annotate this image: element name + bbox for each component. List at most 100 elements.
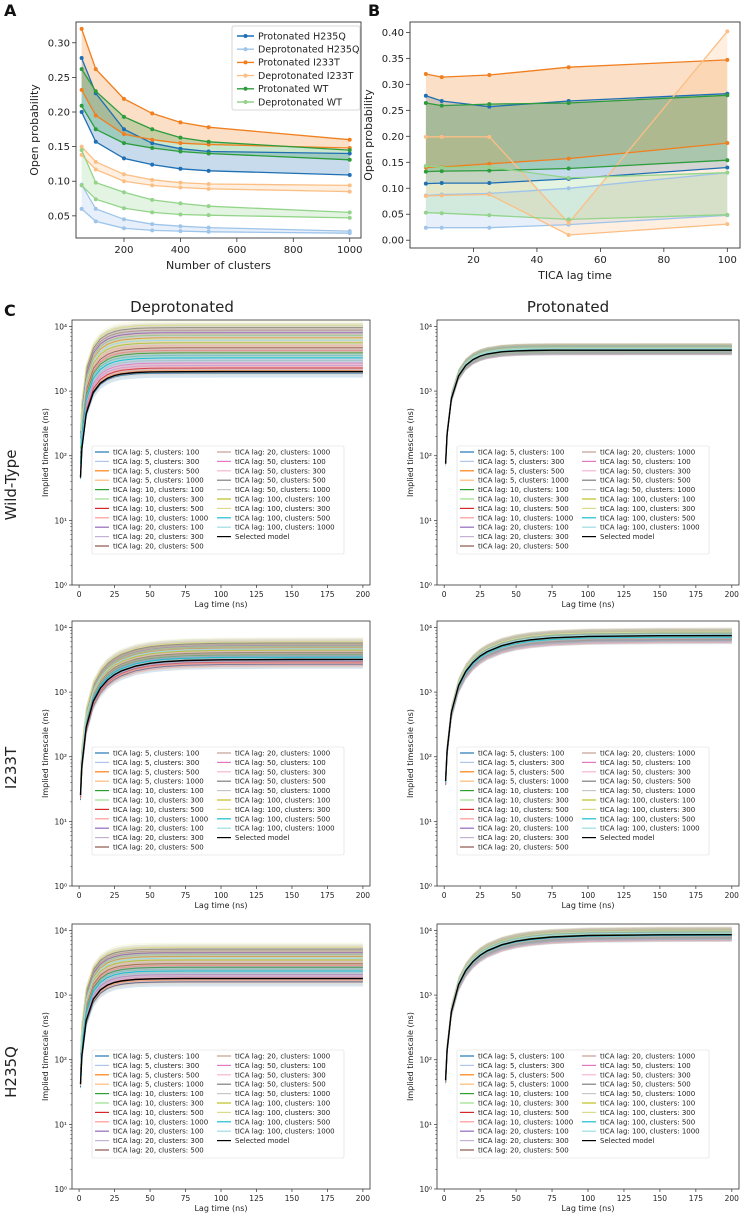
data-point (487, 134, 492, 139)
data-point (206, 142, 211, 147)
legend-item: tICA lag: 10, clusters: 500 (460, 505, 569, 513)
data-point (347, 189, 352, 194)
data-point (423, 71, 428, 76)
data-point (150, 127, 155, 132)
y-tick-label: 0.00 (382, 236, 404, 247)
legend-label: tICA lag: 10, clusters: 300 (478, 496, 569, 504)
legend-item: tICA lag: 5, clusters: 100 (95, 1053, 199, 1061)
model-line (80, 954, 363, 1061)
legend-label: tICA lag: 20, clusters: 500 (113, 543, 204, 551)
model-band (80, 360, 363, 476)
legend-item: tICA lag: 20, clusters: 100 (95, 825, 204, 833)
x-tick-label: 25 (475, 891, 485, 900)
legend-label: Deprotonated WT (258, 97, 342, 108)
legend-item: tICA lag: 100, clusters: 500 (217, 514, 330, 522)
y-tick-label: 10⁰ (54, 581, 67, 590)
data-point (206, 229, 211, 234)
data-point (79, 56, 84, 60)
legend-item: tICA lag: 20, clusters: 300 (95, 1137, 204, 1145)
data-point (725, 222, 730, 227)
y-tick-label: 0.05 (382, 210, 404, 221)
data-point (79, 87, 84, 92)
legend-item: tICA lag: 5, clusters: 1000 (460, 477, 569, 485)
legend-box (91, 1049, 345, 1159)
x-tick-label: 50 (145, 1194, 155, 1203)
model-band (445, 343, 732, 466)
legend-label: tICA lag: 100, clusters: 100 (600, 797, 695, 805)
panel-letter-c: C (4, 301, 16, 320)
band-deprotonated-h235q (425, 172, 728, 228)
legend-item: tICA lag: 20, clusters: 300 (95, 834, 204, 842)
band-deprotonated-i233t (425, 31, 728, 236)
y-tick-label: 10⁴ (54, 623, 67, 632)
legend-label: Selected model (235, 1137, 289, 1145)
legend-item: tICA lag: 100, clusters: 500 (582, 815, 695, 823)
legend-label: tICA lag: 50, clusters: 100 (600, 759, 691, 767)
legend-label: tICA lag: 10, clusters: 1000 (113, 514, 208, 522)
data-point (121, 156, 126, 161)
model-line (80, 946, 363, 1053)
legend-label: tICA lag: 20, clusters: 500 (478, 844, 569, 852)
data-point (178, 146, 183, 151)
data-point (566, 175, 571, 180)
band-protonated-wt (81, 69, 350, 160)
data-point (93, 167, 98, 172)
legend-label: tICA lag: 5, clusters: 500 (478, 467, 564, 475)
legend-item: tICA lag: 5, clusters: 300 (460, 458, 564, 466)
legend-item: tICA lag: 10, clusters: 1000 (460, 514, 573, 522)
model-band (80, 345, 363, 461)
model-line (80, 952, 363, 1059)
x-tick-label: 25 (475, 1194, 485, 1203)
legend-item: tICA lag: 100, clusters: 1000 (582, 825, 700, 833)
x-tick-label: 200 (725, 891, 740, 900)
legend-label: tICA lag: 50, clusters: 500 (235, 477, 326, 485)
legend-label: tICA lag: 100, clusters: 500 (235, 1118, 330, 1126)
model-line (445, 348, 732, 463)
legend-item: tICA lag: 5, clusters: 1000 (460, 1081, 569, 1089)
plot-frame (409, 21, 741, 249)
y-tick-label: 10⁴ (419, 322, 432, 331)
y-tick-label: 10³ (54, 991, 67, 1000)
model-line (445, 347, 732, 462)
x-tick-label: 125 (249, 891, 264, 900)
legend-item: Deprotonated H235Q (237, 45, 359, 56)
legend-item: tICA lag: 5, clusters: 300 (95, 1062, 199, 1070)
x-tick-label: 75 (547, 1194, 557, 1203)
model-line (80, 339, 363, 446)
data-point (347, 210, 352, 215)
data-point (206, 168, 211, 173)
legend-item: Protonated I233T (237, 58, 340, 69)
data-point (79, 110, 84, 114)
x-tick-label: 175 (689, 1194, 704, 1203)
legend-label: tICA lag: 10, clusters: 300 (113, 496, 204, 504)
data-point (178, 212, 183, 217)
legend-item: tICA lag: 50, clusters: 500 (217, 778, 326, 786)
plot-area (444, 343, 732, 469)
legend-item: Protonated WT (237, 84, 328, 95)
x-tick-label: 75 (547, 590, 557, 599)
x-axis-label: Lag time (ns) (194, 600, 247, 609)
legend-item: tICA lag: 100, clusters: 300 (217, 1109, 330, 1117)
column-header-protonated: Protonated (527, 298, 609, 316)
model-line (80, 324, 363, 431)
x-tick-label: 75 (181, 590, 191, 599)
x-tick-label: 200 (725, 1194, 740, 1203)
legend-label: tICA lag: 50, clusters: 1000 (600, 1090, 695, 1098)
legend-label: tICA lag: 20, clusters: 100 (478, 825, 569, 833)
legend-label: Deprotonated I233T (258, 71, 354, 82)
legend-box (456, 746, 710, 856)
legend-item: tICA lag: 5, clusters: 1000 (95, 477, 204, 485)
y-tick-label: 10¹ (419, 1120, 432, 1129)
model-line (80, 344, 363, 451)
y-tick-label: 0.15 (382, 158, 404, 169)
legend-label: Protonated H235Q (258, 31, 346, 42)
legend-marker (243, 60, 248, 65)
legend-label: tICA lag: 10, clusters: 500 (113, 806, 204, 814)
legend-item: tICA lag: 20, clusters: 100 (460, 825, 569, 833)
data-point (79, 67, 84, 72)
model-line (80, 963, 363, 1070)
legend-item: tICA lag: 10, clusters: 300 (95, 797, 204, 805)
legend-item: Selected model (582, 1137, 654, 1145)
data-point (206, 186, 211, 191)
legend-label: tICA lag: 100, clusters: 500 (235, 815, 330, 823)
